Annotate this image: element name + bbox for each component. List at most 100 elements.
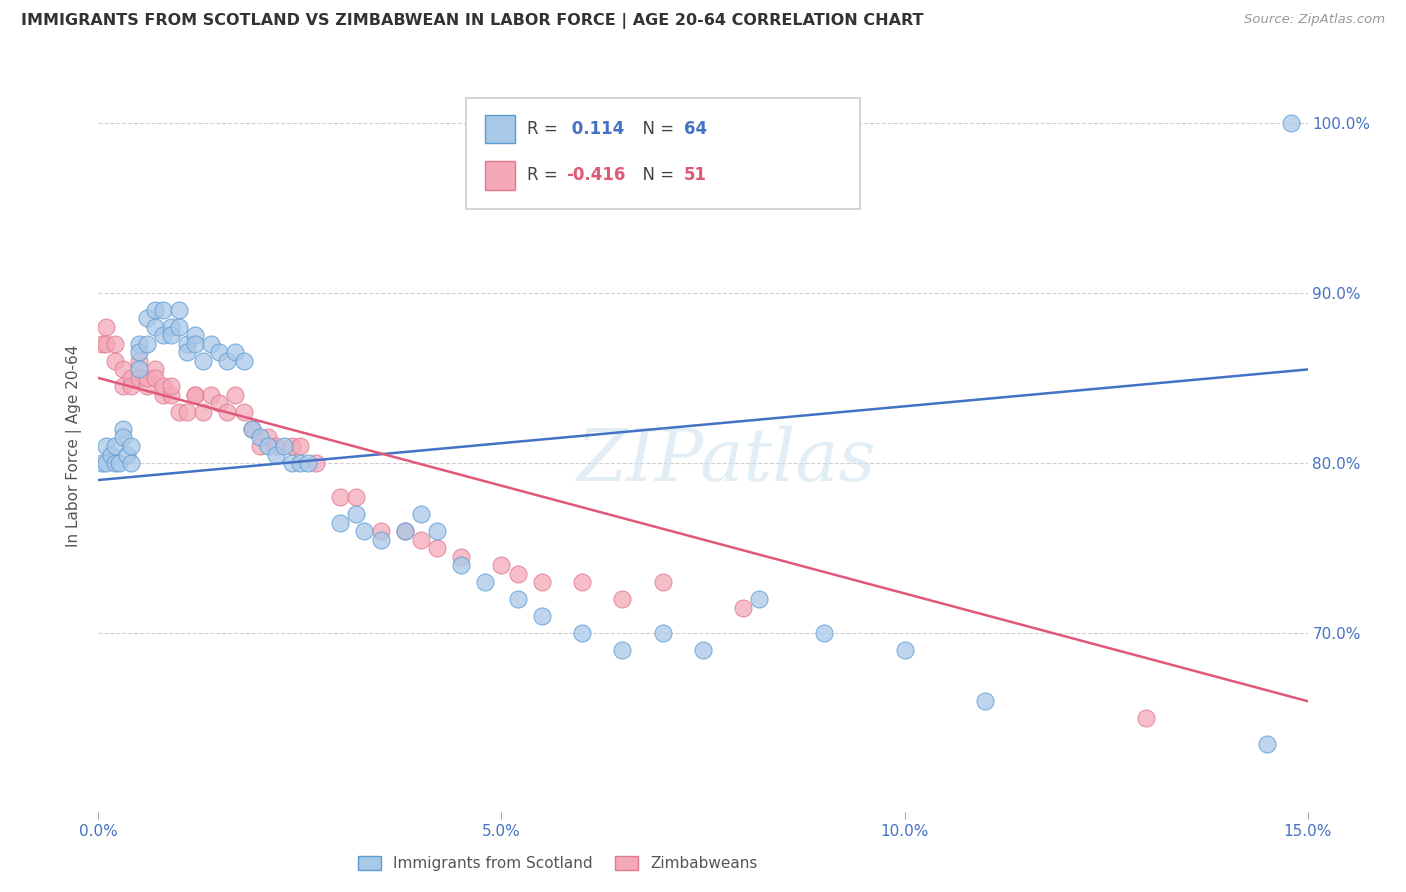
Point (111, 430, 134, 444)
Point (160, 388, 183, 402)
Text: 51: 51 (685, 167, 707, 185)
Point (128, 345, 150, 359)
Point (128, 337, 150, 351)
Point (176, 345, 198, 359)
Point (450, 558, 472, 572)
Point (184, 388, 207, 402)
Point (176, 337, 198, 351)
Point (176, 405, 198, 419)
Point (297, 456, 319, 470)
Point (612, 643, 634, 657)
Point (281, 439, 304, 453)
Point (394, 524, 416, 538)
Point (111, 379, 134, 393)
Text: N =: N = (633, 167, 679, 185)
Point (474, 575, 496, 590)
Point (193, 354, 215, 368)
Point (974, 694, 997, 708)
Point (143, 362, 166, 376)
Point (167, 320, 190, 334)
Point (1135, 711, 1157, 725)
Point (208, 396, 231, 410)
Point (128, 371, 150, 385)
Point (152, 302, 174, 317)
Point (96, 456, 118, 470)
Point (1281, 116, 1303, 130)
Point (120, 371, 142, 385)
Point (111, 362, 134, 376)
Point (152, 328, 174, 343)
Point (273, 439, 295, 453)
Point (100, 448, 122, 462)
Point (281, 456, 304, 470)
Point (111, 422, 134, 436)
Point (733, 600, 755, 615)
Point (160, 379, 183, 393)
Point (571, 626, 593, 640)
Point (249, 430, 271, 444)
Point (91, 337, 114, 351)
Point (184, 388, 207, 402)
Point (394, 524, 416, 538)
Point (370, 524, 392, 538)
Point (370, 533, 392, 547)
Text: N =: N = (633, 120, 679, 138)
Point (692, 643, 714, 657)
Point (256, 439, 278, 453)
Point (305, 456, 328, 470)
Point (103, 337, 125, 351)
Text: IMMIGRANTS FROM SCOTLAND VS ZIMBABWEAN IN LABOR FORCE | AGE 20-64 CORRELATION CH: IMMIGRANTS FROM SCOTLAND VS ZIMBABWEAN I… (21, 13, 924, 29)
Point (120, 439, 142, 453)
Point (264, 448, 287, 462)
Y-axis label: In Labor Force | Age 20-64: In Labor Force | Age 20-64 (66, 345, 83, 547)
Point (208, 345, 231, 359)
Point (530, 575, 553, 590)
Point (143, 371, 166, 385)
Point (612, 592, 634, 607)
Point (530, 609, 553, 624)
Point (96, 439, 118, 453)
Point (506, 592, 529, 607)
Point (103, 439, 125, 453)
Point (232, 405, 254, 419)
Point (893, 643, 915, 657)
Point (160, 320, 183, 334)
Point (240, 422, 263, 436)
Point (152, 379, 174, 393)
Point (135, 337, 157, 351)
Point (167, 405, 190, 419)
Point (143, 302, 166, 317)
Text: -0.416: -0.416 (567, 167, 626, 185)
Point (128, 354, 150, 368)
Point (264, 439, 287, 453)
Point (120, 379, 142, 393)
Point (120, 456, 142, 470)
Point (344, 490, 367, 504)
Point (506, 566, 529, 581)
Text: 64: 64 (685, 120, 707, 138)
Text: 0.114: 0.114 (567, 120, 624, 138)
Point (240, 422, 263, 436)
Point (96, 337, 118, 351)
Point (128, 362, 150, 376)
Point (167, 302, 190, 317)
Point (256, 430, 278, 444)
Point (651, 575, 673, 590)
Text: R =: R = (527, 167, 562, 185)
Point (96, 320, 118, 334)
Point (813, 626, 835, 640)
Point (103, 354, 125, 368)
Point (135, 311, 157, 326)
Legend: Immigrants from Scotland, Zimbabweans: Immigrants from Scotland, Zimbabweans (352, 849, 763, 877)
Text: Source: ZipAtlas.com: Source: ZipAtlas.com (1244, 13, 1385, 27)
Point (200, 388, 222, 402)
Point (135, 379, 157, 393)
Point (224, 388, 246, 402)
Point (329, 490, 352, 504)
Point (288, 439, 311, 453)
Point (249, 439, 271, 453)
Point (426, 541, 449, 555)
Point (160, 328, 183, 343)
Point (135, 371, 157, 385)
Point (288, 456, 311, 470)
